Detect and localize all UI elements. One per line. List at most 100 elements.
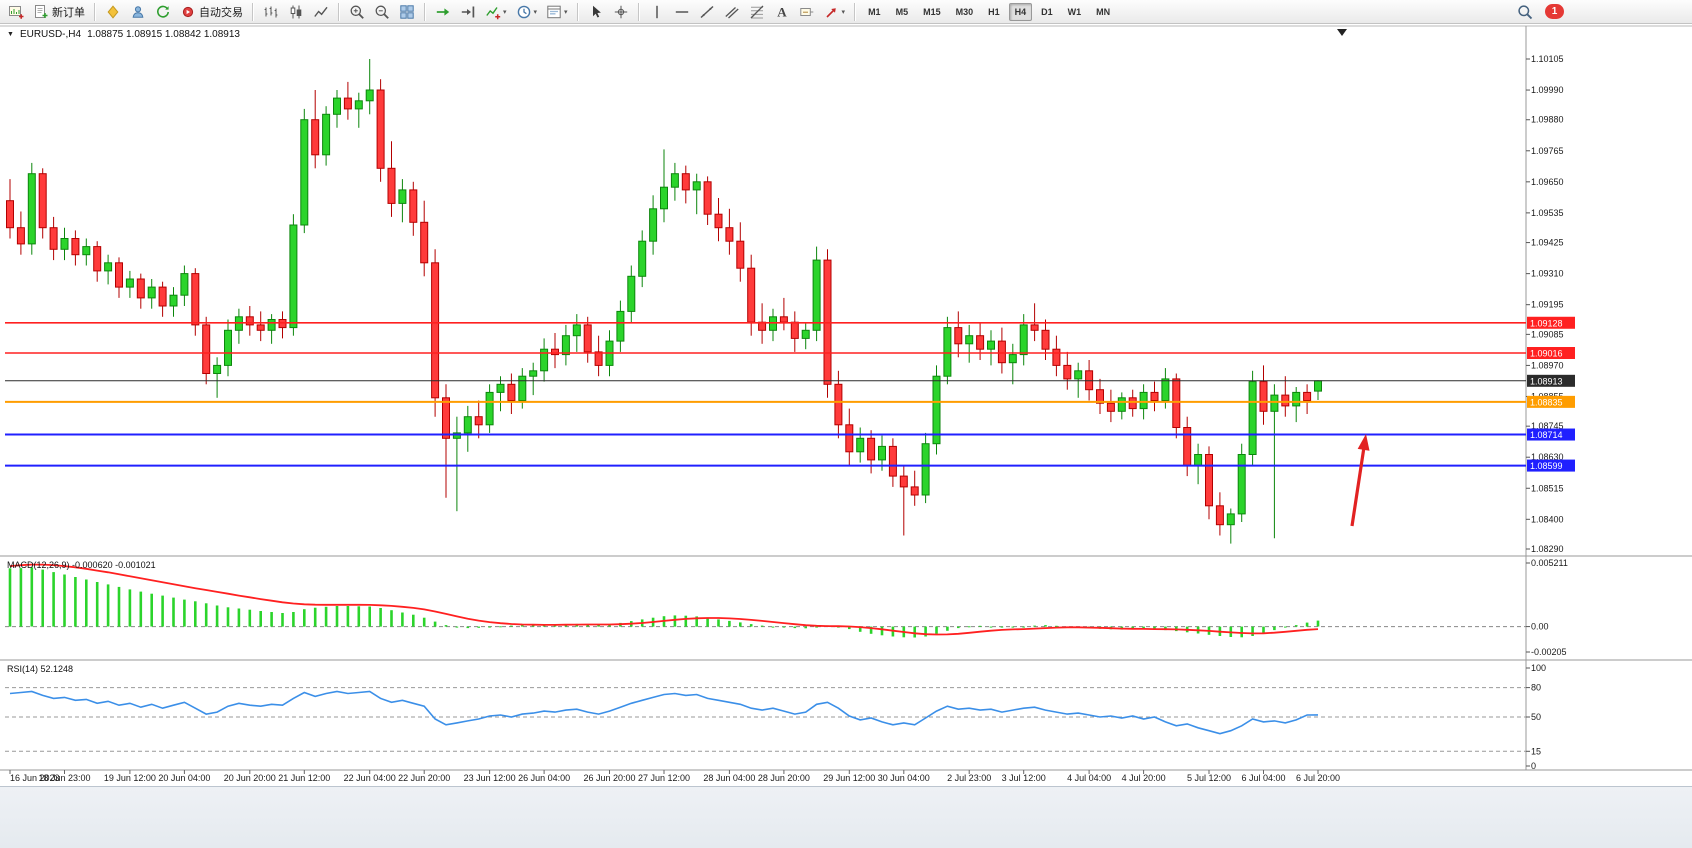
fibo-icon — [749, 4, 765, 20]
timeframe-m1-button[interactable]: M1 — [868, 6, 881, 17]
timeframe-h1-button[interactable]: H1 — [988, 6, 1000, 17]
timeframe-m30-button[interactable]: M30 — [955, 6, 974, 17]
svg-text:30 Jun 04:00: 30 Jun 04:00 — [878, 773, 930, 783]
svg-text:80: 80 — [1531, 683, 1541, 693]
svg-text:1.09195: 1.09195 — [1531, 300, 1564, 310]
tile-windows-button[interactable] — [395, 0, 419, 24]
svg-text:22 Jun 20:00: 22 Jun 20:00 — [398, 773, 450, 783]
svg-text:26 Jun 04:00: 26 Jun 04:00 — [518, 773, 570, 783]
templates-button[interactable]: ▾ — [542, 0, 572, 24]
clock-icon — [516, 4, 532, 20]
new-chart-button[interactable] — [4, 0, 28, 24]
autotrade-icon — [180, 4, 196, 20]
svg-text:1.09650: 1.09650 — [1531, 177, 1564, 187]
toolbar-separator — [854, 2, 857, 21]
barchart-icon — [263, 4, 279, 20]
svg-text:1.10105: 1.10105 — [1531, 54, 1564, 64]
newchart-icon — [8, 4, 24, 20]
favorites-icon — [105, 4, 121, 20]
svg-text:1.09425: 1.09425 — [1531, 238, 1564, 248]
channel-button[interactable] — [720, 0, 744, 24]
svg-text:22 Jun 04:00: 22 Jun 04:00 — [344, 773, 396, 783]
fibonacci-button[interactable] — [745, 0, 769, 24]
arrange-icon — [435, 4, 451, 20]
svg-text:26 Jun 20:00: 26 Jun 20:00 — [583, 773, 635, 783]
linechart-icon — [313, 4, 329, 20]
svg-text:20 Jun 04:00: 20 Jun 04:00 — [158, 773, 210, 783]
svg-text:1.09085: 1.09085 — [1531, 329, 1564, 339]
trend-arrow-annotation — [1350, 441, 1367, 527]
timeframe-m5-button[interactable]: M5 — [895, 6, 909, 17]
auto-trading-button[interactable]: 自动交易 — [176, 0, 247, 24]
timeframe-mn-button[interactable]: MN — [1096, 6, 1111, 17]
symbol-dropdown-icon[interactable]: ▼ — [7, 31, 14, 38]
timeframe-d1-button[interactable]: D1 — [1041, 6, 1053, 17]
text-button[interactable]: A — [770, 0, 794, 24]
svg-text:19 Jun 12:00: 19 Jun 12:00 — [104, 773, 156, 783]
svg-text:20 Jun 20:00: 20 Jun 20:00 — [224, 773, 276, 783]
favorites-button[interactable] — [101, 0, 125, 24]
vertical-line-button[interactable] — [645, 0, 669, 24]
candlestick-chart-button[interactable] — [284, 0, 308, 24]
macd-indicator-label: MACD(12,26,9) -0.000620 -0.001021 — [7, 560, 156, 570]
arrows-icon — [824, 4, 840, 20]
cursor-button[interactable] — [584, 0, 608, 24]
zoom-out-button[interactable] — [370, 0, 394, 24]
chevron-down-icon: ▾ — [564, 8, 568, 16]
trendline-button[interactable] — [695, 0, 719, 24]
channel-icon — [724, 4, 740, 20]
svg-text:1.09016: 1.09016 — [1530, 349, 1563, 359]
profiles-button[interactable] — [126, 0, 150, 24]
chart-shift-button[interactable] — [456, 0, 480, 24]
periods-button[interactable]: ▾ — [512, 0, 542, 24]
svg-text:27 Jun 12:00: 27 Jun 12:00 — [638, 773, 690, 783]
cursor-icon — [588, 4, 604, 20]
svg-text:1.08913: 1.08913 — [1530, 376, 1563, 386]
svg-text:1.09310: 1.09310 — [1531, 269, 1564, 279]
svg-text:1.08599: 1.08599 — [1530, 461, 1563, 471]
chart-shift-marker — [1337, 29, 1347, 36]
svg-text:2 Jul 23:00: 2 Jul 23:00 — [947, 773, 991, 783]
refresh-button[interactable] — [151, 0, 175, 24]
svg-text:5 Jul 12:00: 5 Jul 12:00 — [1187, 773, 1231, 783]
svg-text:-0.00205: -0.00205 — [1531, 647, 1567, 657]
vline-icon — [649, 4, 665, 20]
svg-text:1.08835: 1.08835 — [1530, 397, 1563, 407]
crosshair-button[interactable] — [609, 0, 633, 24]
timeframe-m15-button[interactable]: M15 — [923, 6, 941, 17]
svg-text:29 Jun 12:00: 29 Jun 12:00 — [823, 773, 875, 783]
zoom-in-button[interactable] — [345, 0, 369, 24]
new-order-button-label: 新订单 — [52, 6, 85, 19]
toolbar-separator — [252, 2, 254, 21]
new-order-button[interactable]: 新订单 — [29, 0, 89, 24]
timeframe-w1-button[interactable]: W1 — [1067, 6, 1082, 17]
indicators-button[interactable]: ▾ — [481, 0, 511, 24]
auto-scroll-button[interactable] — [431, 0, 455, 24]
toolbar-separator — [637, 2, 640, 21]
horizontal-line-button[interactable] — [670, 0, 694, 24]
svg-text:100: 100 — [1531, 663, 1546, 673]
main-toolbar: 新订单 自动交易 ▾ ▾ ▾ A ▾ M1 M5 M15 M30 H1 H4 D1 W1 MN 1 — [0, 0, 1692, 24]
candles-icon — [288, 4, 304, 20]
svg-text:1.09128: 1.09128 — [1530, 318, 1563, 328]
bar-chart-button[interactable] — [259, 0, 283, 24]
notification-badge[interactable]: 1 — [1545, 4, 1564, 19]
search-button[interactable] — [1513, 0, 1537, 24]
label-button[interactable] — [795, 0, 819, 24]
line-chart-button[interactable] — [309, 0, 333, 24]
toolbar-separator — [338, 2, 340, 21]
svg-text:1.09765: 1.09765 — [1531, 146, 1564, 156]
chevron-down-icon: ▾ — [533, 8, 538, 16]
toolbar-separator — [424, 2, 426, 21]
rsi-value: 52.1248 — [40, 664, 74, 674]
arrows-button[interactable]: ▾ — [820, 0, 850, 24]
svg-text:28 Jun 04:00: 28 Jun 04:00 — [703, 773, 755, 783]
search-icon — [1517, 4, 1533, 20]
svg-text:1.09880: 1.09880 — [1531, 115, 1564, 125]
svg-text:4 Jul 20:00: 4 Jul 20:00 — [1122, 773, 1166, 783]
timeframe-h4-button[interactable]: H4 — [1008, 2, 1033, 21]
svg-text:3 Jul 12:00: 3 Jul 12:00 — [1002, 773, 1046, 783]
status-bar — [0, 786, 1692, 848]
svg-text:28 Jun 20:00: 28 Jun 20:00 — [758, 773, 810, 783]
